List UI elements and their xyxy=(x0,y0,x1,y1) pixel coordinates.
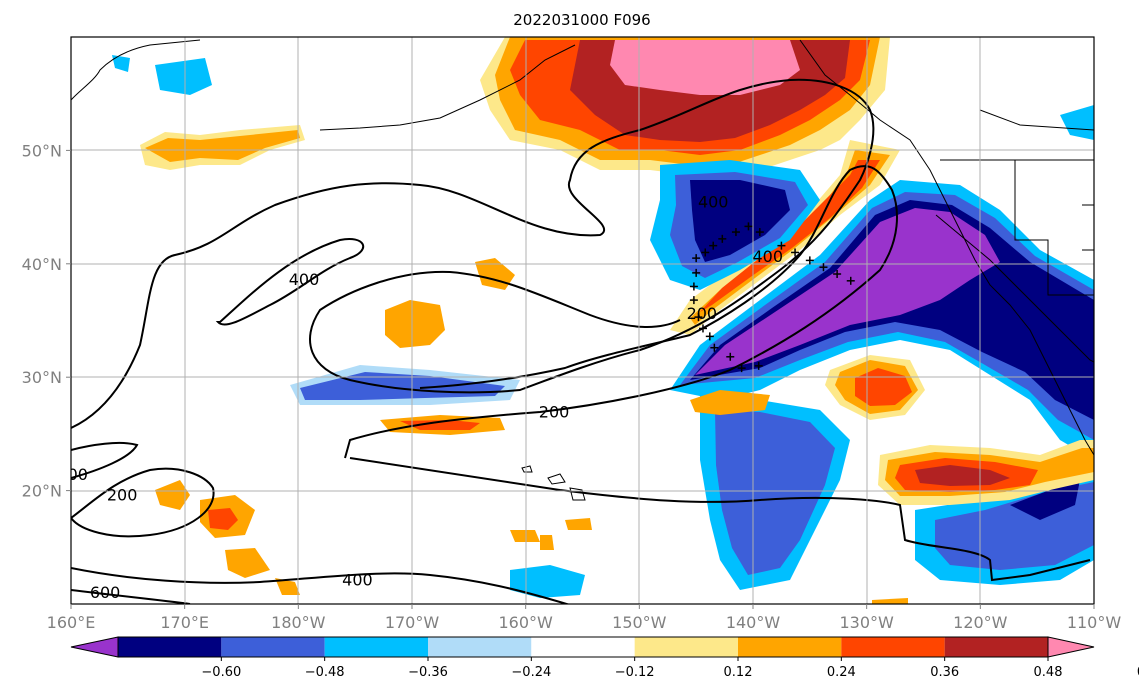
gridlines xyxy=(71,37,1094,604)
lon-tick-label: 170°W xyxy=(385,613,440,632)
contour-label: 600 xyxy=(90,583,121,602)
colorbar-segment xyxy=(221,637,325,657)
colorbar-tick-label: −0.60 xyxy=(201,665,241,680)
significance-cross xyxy=(692,254,701,263)
colorbar-frame xyxy=(117,636,1049,658)
significance-cross xyxy=(718,234,727,243)
lat-tick-label: 40°N xyxy=(22,255,62,274)
significance-cross xyxy=(777,241,786,250)
lon-tick-label: 140°W xyxy=(726,613,781,632)
colorbar-segment xyxy=(738,637,842,657)
colorbar-tick-label: −0.12 xyxy=(615,665,655,680)
lon-tick-label: 120°W xyxy=(953,613,1008,632)
colorbar-tick-label: −0.24 xyxy=(511,665,551,680)
latitude-tick-labels: 20°N 30°N 40°N 50°N xyxy=(22,141,71,501)
contour-label: 400 xyxy=(289,270,320,289)
coastlines xyxy=(71,37,1094,501)
significance-cross xyxy=(689,282,698,291)
shaded-field-positive-north xyxy=(480,37,890,180)
lat-tick-label: 30°N xyxy=(22,368,62,387)
significance-cross xyxy=(692,268,701,277)
map-plot-area: 400 200 400 200 400 200 00 400 600 xyxy=(68,37,1094,604)
significance-cross xyxy=(698,324,707,333)
longitude-tick-labels: 160°E 170°E 180°W 170°W 160°W 150°W 140°W 130°W… xyxy=(47,604,1122,632)
lon-tick-label: 150°W xyxy=(612,613,667,632)
significance-cross xyxy=(701,248,710,257)
colorbar-extend-low xyxy=(70,636,119,658)
significance-cross xyxy=(819,263,828,272)
significance-cross xyxy=(755,228,764,237)
lon-tick-label: 160°W xyxy=(498,613,553,632)
significance-markers xyxy=(689,222,855,373)
contour-label: 400 xyxy=(342,570,373,589)
shaded-field-negative xyxy=(112,55,1094,598)
colorbar-extend-high xyxy=(1047,636,1095,658)
colorbar-tick-label: −0.36 xyxy=(408,665,448,680)
significance-cross xyxy=(705,332,714,341)
contour-lines xyxy=(71,78,1091,604)
colorbar-segment xyxy=(944,637,1048,657)
contour-label: 400 xyxy=(753,247,784,266)
map-title: 2022031000 F096 xyxy=(513,11,650,29)
lat-tick-label: 20°N xyxy=(22,482,62,501)
lon-tick-label: 170°E xyxy=(160,613,209,632)
colorbar-segment xyxy=(118,637,222,657)
contour-label: 200 xyxy=(539,402,570,421)
significance-cross xyxy=(710,343,719,352)
map-frame xyxy=(70,36,1095,605)
significance-cross xyxy=(709,241,718,250)
lat-tick-label: 50°N xyxy=(22,141,62,160)
colorbar-segment xyxy=(324,637,428,657)
significance-cross xyxy=(694,313,703,322)
colorbar-segment xyxy=(531,637,635,657)
lon-tick-label: 110°W xyxy=(1067,613,1122,632)
colorbar-tick-label: 0.36 xyxy=(930,665,959,680)
significance-cross xyxy=(754,361,763,370)
colorbar: −0.60 −0.48 −0.36 −0.24 −0.12 0.12 0.24 0.36 0.4… xyxy=(70,636,1139,680)
contour-label: 00 xyxy=(68,465,88,484)
colorbar-tick-label: 0.48 xyxy=(1034,665,1063,680)
colorbar-segment xyxy=(634,637,738,657)
significance-cross xyxy=(791,248,800,257)
colorbar-segment xyxy=(428,637,532,657)
colorbar-tick-label: 0.24 xyxy=(827,665,856,680)
colorbar-tick-label: 0.12 xyxy=(724,665,753,680)
significance-cross xyxy=(846,276,855,285)
significance-cross xyxy=(726,352,735,361)
lon-tick-label: 130°W xyxy=(839,613,894,632)
significance-cross xyxy=(731,228,740,237)
lon-tick-label: 180°W xyxy=(271,613,326,632)
colorbar-tick-label: 0.60 xyxy=(1137,665,1139,680)
contour-label: 200 xyxy=(687,304,718,323)
contour-label: 400 xyxy=(698,193,729,212)
significance-cross xyxy=(833,270,842,279)
significance-cross xyxy=(689,296,698,305)
colorbar-tick-label: −0.48 xyxy=(305,665,345,680)
significance-cross xyxy=(744,222,753,231)
contour-label: 200 xyxy=(107,485,138,504)
colorbar-segment xyxy=(841,637,945,657)
significance-cross xyxy=(737,364,746,373)
contour-labels: 400 200 400 200 400 200 00 400 600 xyxy=(68,193,784,602)
significance-cross xyxy=(805,256,814,265)
lon-tick-label: 160°E xyxy=(47,613,96,632)
